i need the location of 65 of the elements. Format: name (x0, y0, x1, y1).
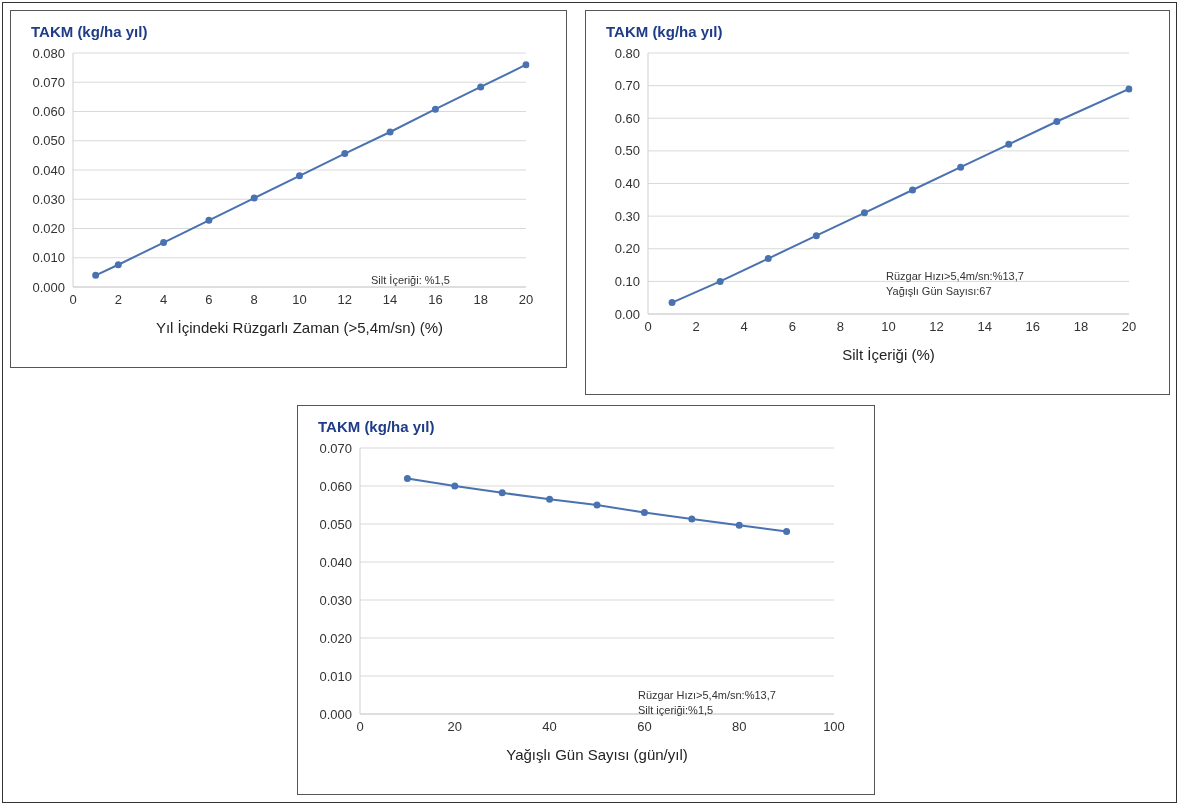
x-tick-label: 12 (929, 319, 944, 335)
y-tick-label: 0.50 (614, 143, 640, 159)
x-tick-label: 16 (1025, 319, 1041, 335)
x-tick-label: 0 (69, 292, 77, 308)
x-tick-label: 60 (637, 719, 652, 735)
y-tick-label: 0.030 (32, 191, 65, 207)
x-tick-label: 0 (356, 719, 364, 735)
x-tick-label: 20 (447, 719, 463, 735)
x-tick-label: 0 (644, 319, 652, 335)
x-tick-label: 100 (823, 719, 845, 735)
y-tick-label: 0.00 (614, 306, 640, 322)
annotation: Silt İçeriği: %1,5 (371, 273, 450, 288)
x-tick-label: 18 (473, 292, 488, 308)
x-tick-label: 14 (382, 292, 398, 308)
y-tick-label: 0.70 (614, 78, 640, 94)
annotation: Silt içeriği:%1,5 (638, 703, 715, 718)
y-tick-label: 0.40 (614, 176, 640, 192)
x-axis-title: Silt İçeriği (%) (842, 346, 935, 363)
x-axis-title: Yağışlı Gün Sayısı (gün/yıl) (506, 746, 688, 763)
y-tick-label: 0.070 (319, 440, 352, 456)
annotation: Rüzgar Hızı>5,4m/sn:%13,7 (886, 269, 1024, 284)
x-tick-label: 6 (205, 292, 213, 308)
x-tick-label: 20 (1121, 319, 1137, 335)
y-tick-label: 0.050 (32, 133, 65, 149)
y-axis-title: TAKM (kg/ha yıl) (606, 23, 723, 40)
y-axis-title: TAKM (kg/ha yıl) (31, 23, 148, 40)
y-tick-label: 0.020 (319, 630, 352, 646)
y-tick-label: 0.80 (614, 45, 640, 61)
y-tick-label: 0.040 (32, 162, 65, 178)
y-tick-label: 0.080 (32, 45, 65, 61)
y-tick-label: 0.60 (614, 110, 640, 126)
x-tick-label: 4 (159, 292, 168, 308)
y-tick-label: 0.10 (614, 273, 640, 289)
y-tick-label: 0.000 (319, 706, 352, 722)
y-tick-label: 0.30 (614, 208, 640, 224)
y-axis-title: TAKM (kg/ha yıl) (318, 418, 435, 435)
x-tick-label: 4 (740, 319, 748, 335)
annotation: Yağışlı Gün Sayısı:67 (886, 284, 993, 299)
x-tick-label: 2 (114, 292, 122, 308)
y-tick-label: 0.020 (32, 221, 65, 237)
x-axis-title: Yıl İçindeki Rüzgarlı Zaman (>5,4m/sn) (%) (155, 319, 444, 336)
x-tick-label: 10 (881, 319, 896, 335)
x-tick-label: 2 (692, 319, 700, 335)
x-tick-label: 40 (542, 719, 557, 735)
y-tick-label: 0.060 (319, 478, 352, 494)
y-tick-label: 0.060 (32, 104, 65, 120)
y-tick-label: 0.010 (32, 250, 65, 266)
x-tick-label: 20 (518, 292, 534, 308)
y-tick-label: 0.030 (319, 592, 352, 608)
x-tick-label: 12 (337, 292, 353, 308)
y-tick-label: 0.070 (32, 74, 65, 90)
y-tick-label: 0.000 (32, 279, 65, 295)
x-tick-label: 8 (250, 292, 258, 308)
y-tick-label: 0.010 (319, 668, 352, 684)
annotation: Rüzgar Hızı>5,4m/sn:%13,7 (638, 688, 776, 703)
x-tick-label: 80 (731, 719, 747, 735)
x-tick-label: 18 (1073, 319, 1089, 335)
x-tick-label: 10 (292, 292, 307, 308)
x-tick-label: 6 (788, 319, 796, 335)
x-tick-label: 14 (977, 319, 992, 335)
x-tick-label: 8 (836, 319, 845, 335)
y-tick-label: 0.040 (319, 554, 352, 570)
y-tick-label: 0.20 (614, 241, 640, 257)
x-tick-label: 16 (428, 292, 443, 308)
y-tick-label: 0.050 (319, 516, 352, 532)
